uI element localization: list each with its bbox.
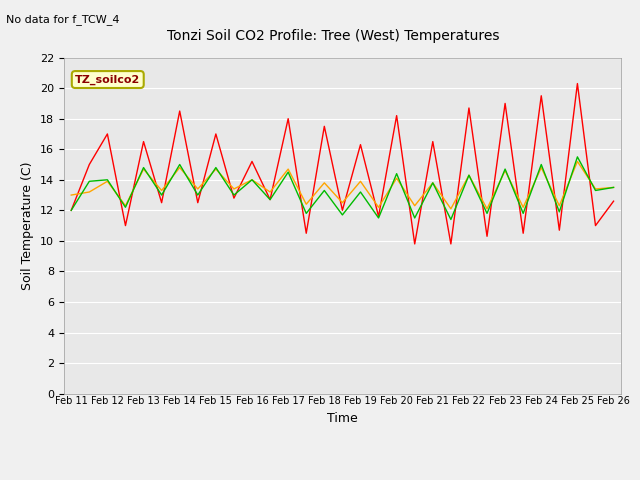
Text: TZ_soilco2: TZ_soilco2: [75, 74, 140, 84]
Text: No data for f_TCW_4: No data for f_TCW_4: [6, 14, 120, 25]
X-axis label: Time: Time: [327, 412, 358, 425]
Text: Tonzi Soil CO2 Profile: Tree (West) Temperatures: Tonzi Soil CO2 Profile: Tree (West) Temp…: [166, 29, 499, 43]
Y-axis label: Soil Temperature (C): Soil Temperature (C): [22, 161, 35, 290]
